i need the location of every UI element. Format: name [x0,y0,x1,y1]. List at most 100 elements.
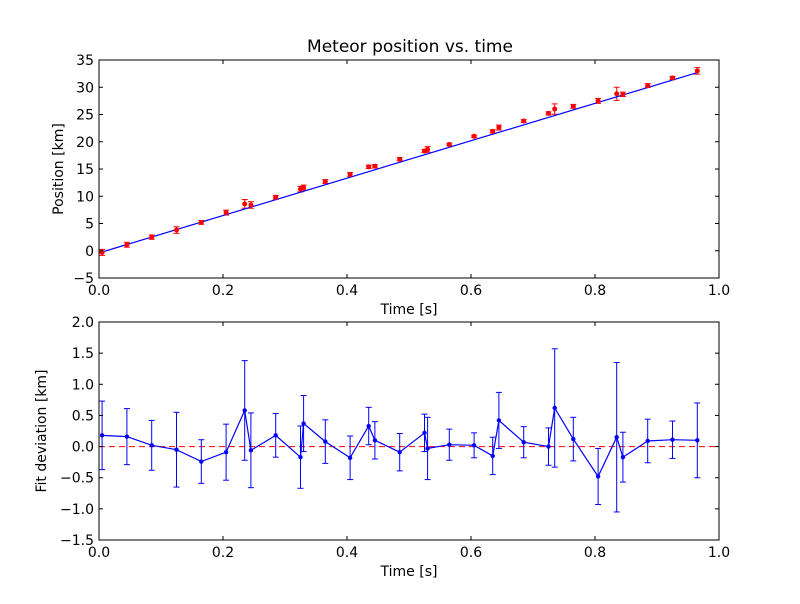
top-y-tick-label: 20 [76,135,94,151]
bottom-y-tick-label: 0.0 [72,440,94,456]
bottom-y-tick-label: 2.0 [72,315,94,331]
top-x-tick-label: 0.0 [88,283,110,299]
bottom-x-tick-label: 1.0 [708,545,730,561]
data-point [174,227,179,233]
top-y-tick-label: 5 [85,217,94,233]
top-x-ticks: 0.0 0.2 0.4 0.6 0.8 1.0 [88,60,730,299]
residual-point [447,442,452,447]
residual-point [620,454,626,460]
data-point [248,202,254,208]
top-chart: Meteor position vs. time Time [s] Positi… [51,37,730,318]
residual-line [102,406,698,478]
bottom-y-tick-label: −1.5 [60,533,94,549]
residual-point [422,430,427,436]
top-x-tick-label: 0.8 [584,283,606,299]
top-y-tick-label: 25 [76,108,94,124]
top-plot-area [98,67,701,256]
top-y-tick-label: 30 [76,80,94,96]
data-point [614,91,620,97]
bottom-chart: Time [s] Fit deviation [km] 0.0 0.2 0.4 0.6… [34,315,730,580]
residual-point [595,474,601,479]
data-point [496,125,502,131]
bottom-y-tick-label: −0.5 [60,471,94,487]
data-point [620,91,626,97]
residual-point [149,443,154,448]
data-point [273,194,279,200]
bottom-plot-area [99,348,719,513]
data-point [645,83,651,89]
residual-point [521,440,526,445]
residual-point [496,418,502,423]
data-point [570,103,576,109]
data-point [694,68,700,74]
data-point [490,128,496,134]
bottom-x-tick-label: 0.6 [460,545,482,561]
data-point [322,179,328,185]
residual-point [223,449,229,455]
residual-point [273,433,278,438]
residual-point [614,435,619,440]
residual-point [99,433,105,438]
bottom-axes-frame [98,321,720,541]
top-chart-title: Meteor position vs. time [307,37,513,57]
top-y-tick-label: 10 [76,189,94,205]
top-y-tick-label: −5 [73,271,94,287]
residual-point [571,436,576,442]
data-point [552,106,558,112]
residual-point [199,459,204,464]
bottom-x-axis-label: Time [s] [380,564,438,580]
data-point [347,171,353,177]
top-y-tick-label: 35 [76,53,94,69]
residual-point [552,405,557,411]
residual-point [366,423,371,429]
residual-point [490,453,495,459]
data-point [372,163,378,169]
residual-point [471,443,477,448]
data-point [521,118,527,124]
data-point [149,234,155,240]
data-point [301,185,307,191]
data-point [471,133,477,139]
residual-point [248,448,254,453]
data-point [670,75,675,81]
bottom-x-tick-label: 0.2 [212,545,234,561]
residual-point [301,421,306,426]
bottom-x-tick-label: 0.0 [88,545,110,561]
top-y-axis-label: Position [km] [51,123,67,215]
bottom-y-ticks: −1.5 −1.0 −0.5 0.0 0.5 1.0 1.5 2.0 [60,315,719,549]
bottom-y-tick-label: 1.5 [72,346,94,362]
data-point [446,141,452,147]
data-point [546,110,551,116]
residual-point [347,455,353,460]
top-x-tick-label: 1.0 [708,283,730,299]
residual-point [323,439,328,444]
data-point [397,156,403,162]
residual-point [298,454,303,460]
residual-point [372,438,378,443]
top-x-tick-label: 0.6 [460,283,482,299]
residual-point [397,449,402,455]
residual-point [645,438,650,444]
data-point [223,210,229,216]
residual-point [124,434,130,439]
bottom-y-tick-label: 1.0 [72,377,94,393]
residual-point [670,437,675,442]
bottom-x-tick-label: 0.8 [584,545,606,561]
top-y-tick-label: 0 [85,244,94,260]
residual-point [425,446,430,451]
data-point [425,146,431,152]
data-point [198,219,204,225]
top-y-tick-label: 15 [76,162,94,178]
residual-point [695,438,700,443]
bottom-y-axis-label: Fit deviation [km] [34,369,50,492]
bottom-y-tick-label: 0.5 [72,408,94,424]
data-point [366,164,372,170]
bottom-y-tick-label: −1.0 [60,502,94,518]
data-point [124,242,130,248]
residual-point [174,447,179,452]
data-point [595,98,601,104]
top-x-tick-label: 0.2 [212,283,234,299]
